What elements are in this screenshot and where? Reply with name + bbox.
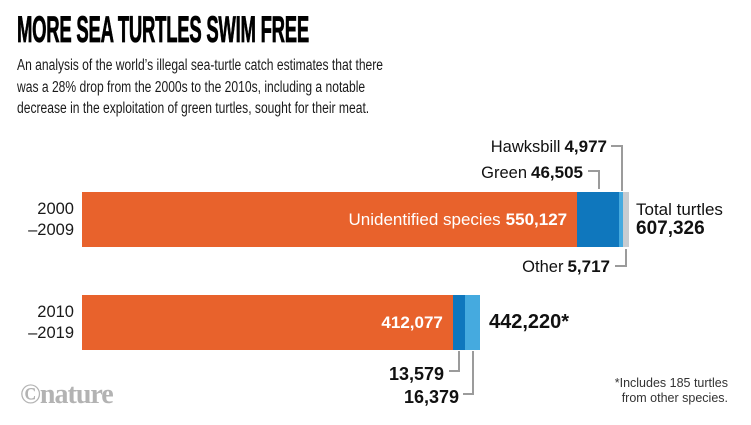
category-2009: –2009: [28, 221, 74, 239]
subtitle-line-3: decrease in the exploitation of green tu…: [17, 100, 370, 117]
total-label-2000s: Total turtles 607,326: [636, 200, 723, 239]
unidentified-value-2000s: 550,127: [505, 209, 568, 229]
green-2010s-value: 13,579: [388, 364, 444, 384]
segment-unidentified-2000s-label: Unidentified species 550,127: [82, 192, 577, 247]
category-2010: 2010: [37, 303, 74, 321]
footnote: *Includes 185 turtles from other species…: [615, 376, 728, 406]
subtitle: An analysis of the world’s illegal sea-t…: [17, 55, 383, 120]
bar-2000-2009: Unidentified species 550,127: [82, 192, 629, 247]
segment-unidentified-2010s-label: 412,077: [82, 295, 453, 350]
nature-logo: ©nature: [20, 379, 114, 410]
unidentified-value-2010s: 412,077: [381, 312, 443, 332]
page-title: MORE SEA TURTLES SWIM FREE: [17, 9, 310, 50]
hawksbill-callout: Hawksbill 4,977: [491, 137, 607, 157]
green-2010s-leader-line: [449, 351, 460, 372]
hawksbill-leader-line: [611, 145, 623, 191]
green-leader-line: [588, 170, 600, 189]
category-2019: –2019: [28, 324, 74, 342]
segment-hawksbill-2010s: [465, 295, 480, 350]
green-callout: Green 46,505: [481, 163, 583, 183]
segment-unidentified-2010s: 412,077: [82, 295, 453, 350]
other-leader-line: [615, 249, 627, 267]
green-callout-label: Green: [481, 164, 527, 182]
segment-unidentified-2000s: Unidentified species 550,127: [82, 192, 578, 247]
category-label-2010-2019: 2010 –2019: [28, 302, 74, 344]
hawksbill-2010s-value: 16,379: [403, 387, 459, 407]
other-callout-value: 5,717: [567, 257, 610, 276]
hawksbill-callout-value: 4,977: [564, 137, 607, 156]
footnote-line-2: from other species.: [621, 391, 728, 405]
bar-2010-2019: 412,077: [82, 295, 480, 350]
green-callout-value: 46,505: [531, 163, 583, 182]
total-turtles-text: Total turtles: [636, 200, 723, 219]
category-label-2000-2009: 2000 –2009: [28, 199, 74, 241]
hawksbill-2010s-leader-line: [463, 351, 474, 395]
segment-hawksbill-2000s: [618, 192, 624, 247]
footnote-line-1: *Includes 185 turtles: [614, 376, 728, 390]
total-value-2010s: 442,220*: [489, 311, 570, 333]
other-callout: Other 5,717: [522, 257, 610, 277]
subtitle-line-1: An analysis of the world’s illegal sea-t…: [17, 57, 384, 74]
segment-green-2010s: [452, 295, 466, 350]
unidentified-label-text: Unidentified species: [348, 209, 501, 229]
hawksbill-callout-label: Hawksbill: [490, 138, 561, 156]
category-2000: 2000: [37, 200, 74, 218]
segment-green-2000s: [577, 192, 619, 247]
total-turtles-value-2000s: 607,326: [636, 218, 705, 239]
segment-other-2000s: [623, 192, 629, 247]
subtitle-line-2: was a 28% drop from the 2000s to the 201…: [17, 78, 366, 96]
other-callout-label: Other: [522, 258, 564, 276]
